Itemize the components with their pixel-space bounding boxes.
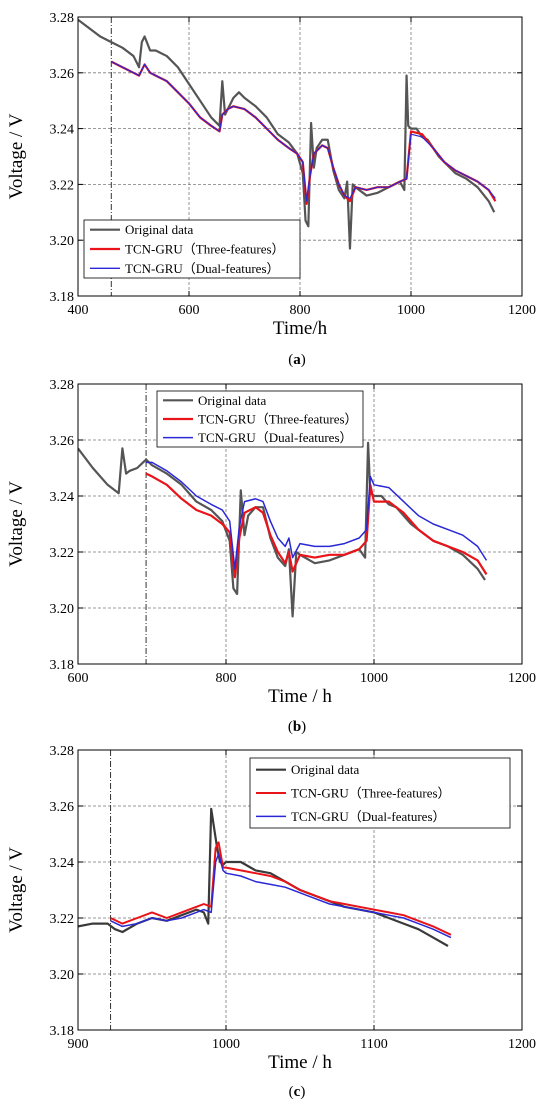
y-tick-label: 3.18 xyxy=(50,658,75,673)
y-tick-label: 3.22 xyxy=(50,178,75,193)
legend-entry: TCN-GRU（Dual-features） xyxy=(198,430,353,445)
x-tick-label: 1200 xyxy=(508,303,536,318)
y-tick-label: 3.26 xyxy=(50,800,75,815)
y-axis-title: Voltage / V xyxy=(6,113,27,199)
x-tick-label: 400 xyxy=(68,303,89,318)
series-line-original xyxy=(78,18,496,250)
series-line-original xyxy=(78,807,449,947)
legend-entry: Original data xyxy=(291,762,359,777)
y-axis-title: Voltage / V xyxy=(6,847,27,933)
x-tick-label: 1200 xyxy=(508,671,536,686)
chart-panel-a: 3.18 3.20 3.22 3.24 3.26 3.28 400 600 800 1000 120… xyxy=(6,11,536,368)
series-line-dual-features xyxy=(111,61,496,202)
panel-caption: (c) xyxy=(289,1084,306,1100)
y-tick-label: 3.22 xyxy=(50,546,75,561)
legend-entry: Original data xyxy=(198,393,266,408)
x-tick-label: 1000 xyxy=(397,303,425,318)
x-axis-title: Time / h xyxy=(268,1052,332,1073)
y-tick-label: 3.24 xyxy=(50,490,75,505)
y-tick-label: 3.28 xyxy=(50,744,75,759)
y-tick-label: 3.20 xyxy=(50,602,75,617)
x-axis-title: Time / h xyxy=(268,686,332,707)
chart-panel-c: 3.18 3.20 3.22 3.24 3.26 3.28 900 1000 1100 1200 T… xyxy=(6,744,536,1100)
legend-entry: TCN-GRU（Three-features） xyxy=(198,412,358,427)
y-tick-label: 3.20 xyxy=(50,234,75,249)
x-tick-label: 800 xyxy=(216,671,237,686)
y-tick-label: 3.22 xyxy=(50,912,75,927)
legend-entry: TCN-GRU（Three-features） xyxy=(291,786,451,801)
y-tick-label: 3.28 xyxy=(50,11,75,26)
series-line-three-features xyxy=(145,472,488,579)
legend-entry: Original data xyxy=(125,222,193,237)
x-tick-label: 800 xyxy=(290,303,311,318)
series-line-original xyxy=(78,441,486,618)
y-tick-label: 3.18 xyxy=(50,290,75,305)
x-tick-label: 1000 xyxy=(360,671,388,686)
legend-box xyxy=(249,757,511,829)
legend-entry: TCN-GRU（Three-features） xyxy=(125,242,285,257)
y-tick-label: 3.26 xyxy=(50,67,75,82)
series-line-three-features xyxy=(110,841,452,936)
x-tick-label: 1100 xyxy=(360,1037,387,1052)
x-tick-label: 1000 xyxy=(212,1037,240,1052)
x-axis-title: Time/h xyxy=(273,318,328,339)
x-tick-label: 1200 xyxy=(508,1037,536,1052)
legend-entry: TCN-GRU（Dual-features） xyxy=(291,809,446,824)
series-line-dual-features xyxy=(110,852,452,939)
y-tick-label: 3.20 xyxy=(50,968,75,983)
panel-caption: (a) xyxy=(288,352,306,368)
y-tick-label: 3.26 xyxy=(50,434,75,449)
y-tick-label: 3.28 xyxy=(50,378,75,393)
panel-caption: (b) xyxy=(288,719,306,735)
series-line-dual-features xyxy=(146,461,488,570)
y-tick-label: 3.18 xyxy=(50,1024,75,1039)
legend: Original data TCN-GRU（Three-features） TCN-… xyxy=(83,219,301,279)
legend: Original data TCN-GRU（Three-features） TCN-… xyxy=(156,390,364,448)
legend: Original data TCN-GRU（Three-features） TCN-… xyxy=(249,757,511,829)
y-tick-label: 3.24 xyxy=(50,123,75,138)
legend-entry: TCN-GRU（Dual-features） xyxy=(125,261,280,276)
plot-frame xyxy=(77,383,523,665)
y-tick-label: 3.24 xyxy=(50,856,75,871)
x-tick-label: 600 xyxy=(179,303,200,318)
x-tick-label: 600 xyxy=(68,671,89,686)
plot-frame xyxy=(77,749,523,1031)
chart-panel-b: 3.18 3.20 3.22 3.24 3.26 3.28 600 800 1000 1200 Ti… xyxy=(6,378,536,735)
x-tick-label: 900 xyxy=(68,1037,89,1052)
y-axis-title: Voltage / V xyxy=(6,481,27,567)
